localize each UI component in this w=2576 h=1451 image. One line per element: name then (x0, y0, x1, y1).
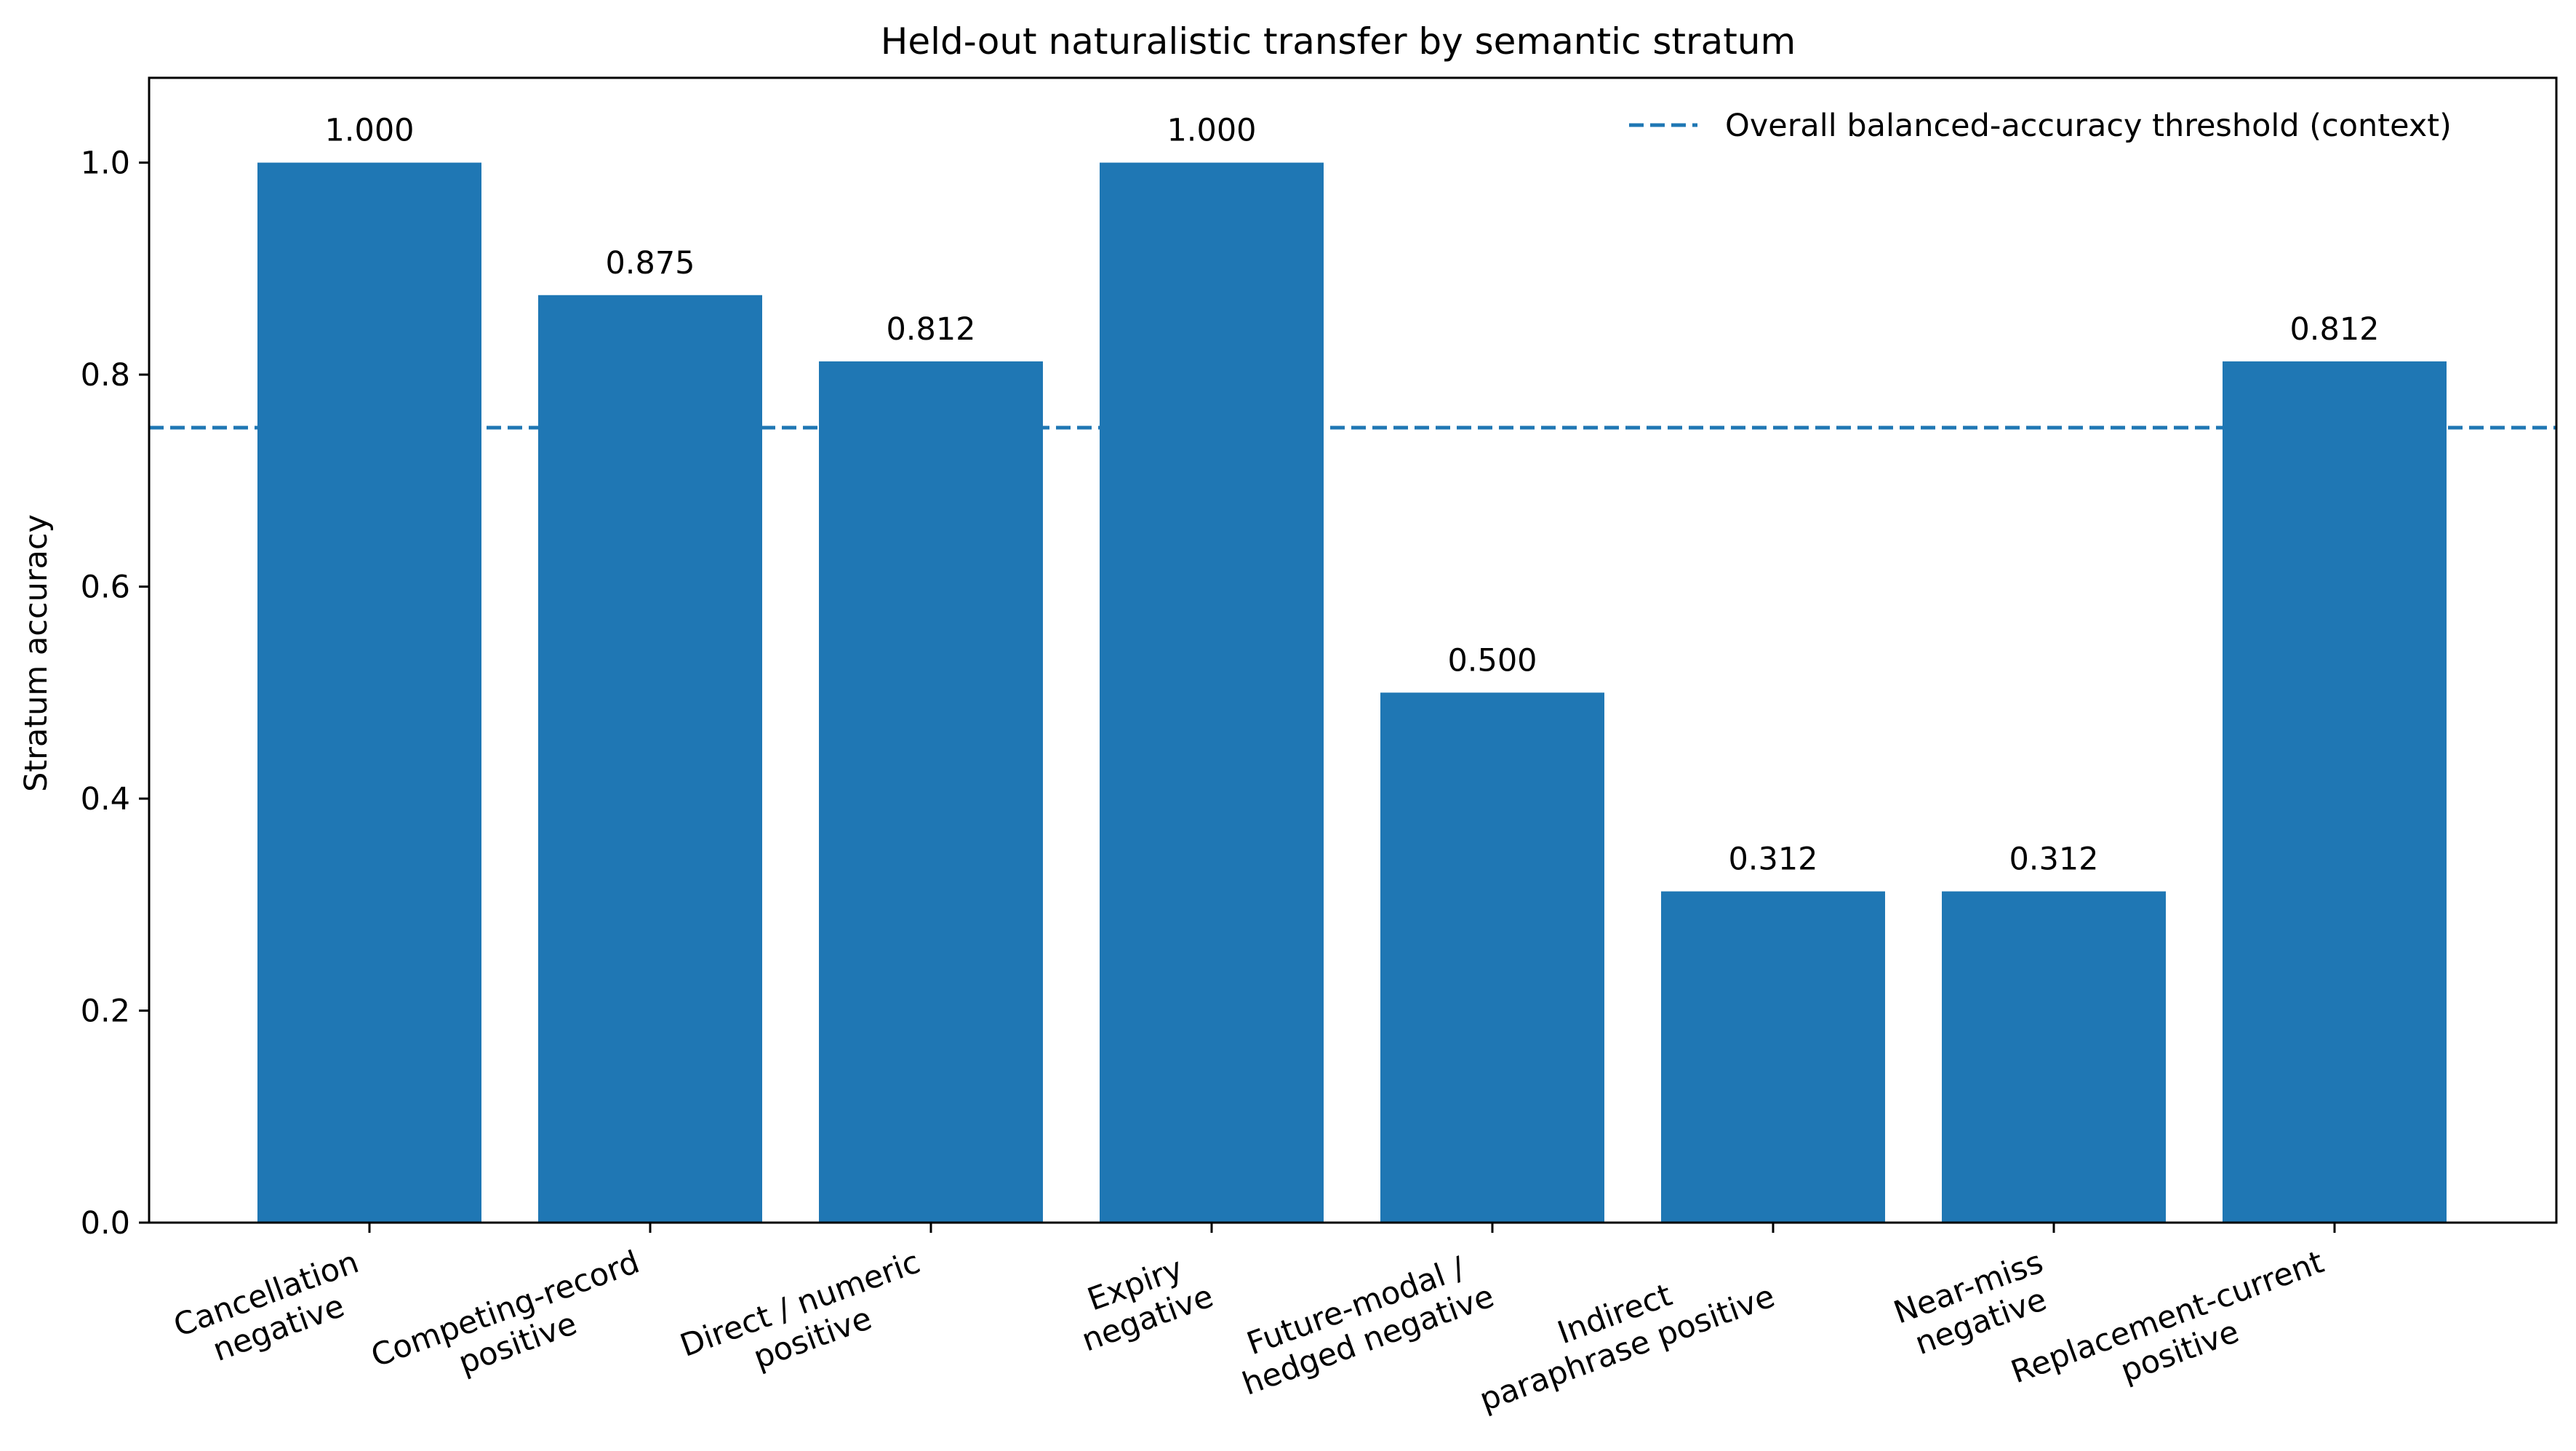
y-axis-label: Stratum accuracy (18, 514, 55, 792)
y-tick-label: 1.0 (81, 145, 130, 182)
bar-value-label: 1.000 (1167, 113, 1256, 149)
y-axis-ticks: 0.0 0.2 0.4 0.6 0.8 1.0 (81, 145, 149, 1242)
bar (2223, 361, 2447, 1223)
bar-value-label: 0.812 (886, 311, 975, 348)
bar (1661, 891, 1885, 1223)
bar (538, 295, 762, 1223)
legend-label: Overall balanced-accuracy threshold (con… (1725, 108, 2452, 144)
bar-value-label: 0.875 (605, 245, 695, 281)
y-tick-label: 0.6 (81, 569, 130, 606)
bar (257, 162, 481, 1223)
bars-group (257, 162, 2447, 1223)
plot-frame (148, 76, 2558, 1224)
bar-value-label: 0.312 (1728, 842, 1817, 878)
bar (1942, 891, 2166, 1223)
chart-title: Held-out naturalistic transfer by semant… (881, 20, 1796, 63)
bar-value-label: 0.500 (1447, 642, 1537, 679)
bar (1380, 692, 1604, 1223)
y-tick-label: 0.0 (81, 1205, 130, 1242)
y-tick-label: 0.2 (81, 994, 130, 1030)
bar-value-label: 0.812 (2289, 311, 2379, 348)
bar-value-label: 1.000 (324, 113, 414, 149)
bar-value-label: 0.312 (2009, 842, 2098, 878)
bar (1100, 162, 1324, 1223)
y-tick-label: 0.8 (81, 357, 130, 393)
bar (819, 361, 1043, 1223)
value-labels-group: 1.000 0.875 0.812 1.000 0.500 0.312 0.312 0.812 (324, 113, 2379, 878)
y-tick-label: 0.4 (81, 781, 130, 818)
legend: Overall balanced-accuracy threshold (con… (1629, 108, 2452, 144)
